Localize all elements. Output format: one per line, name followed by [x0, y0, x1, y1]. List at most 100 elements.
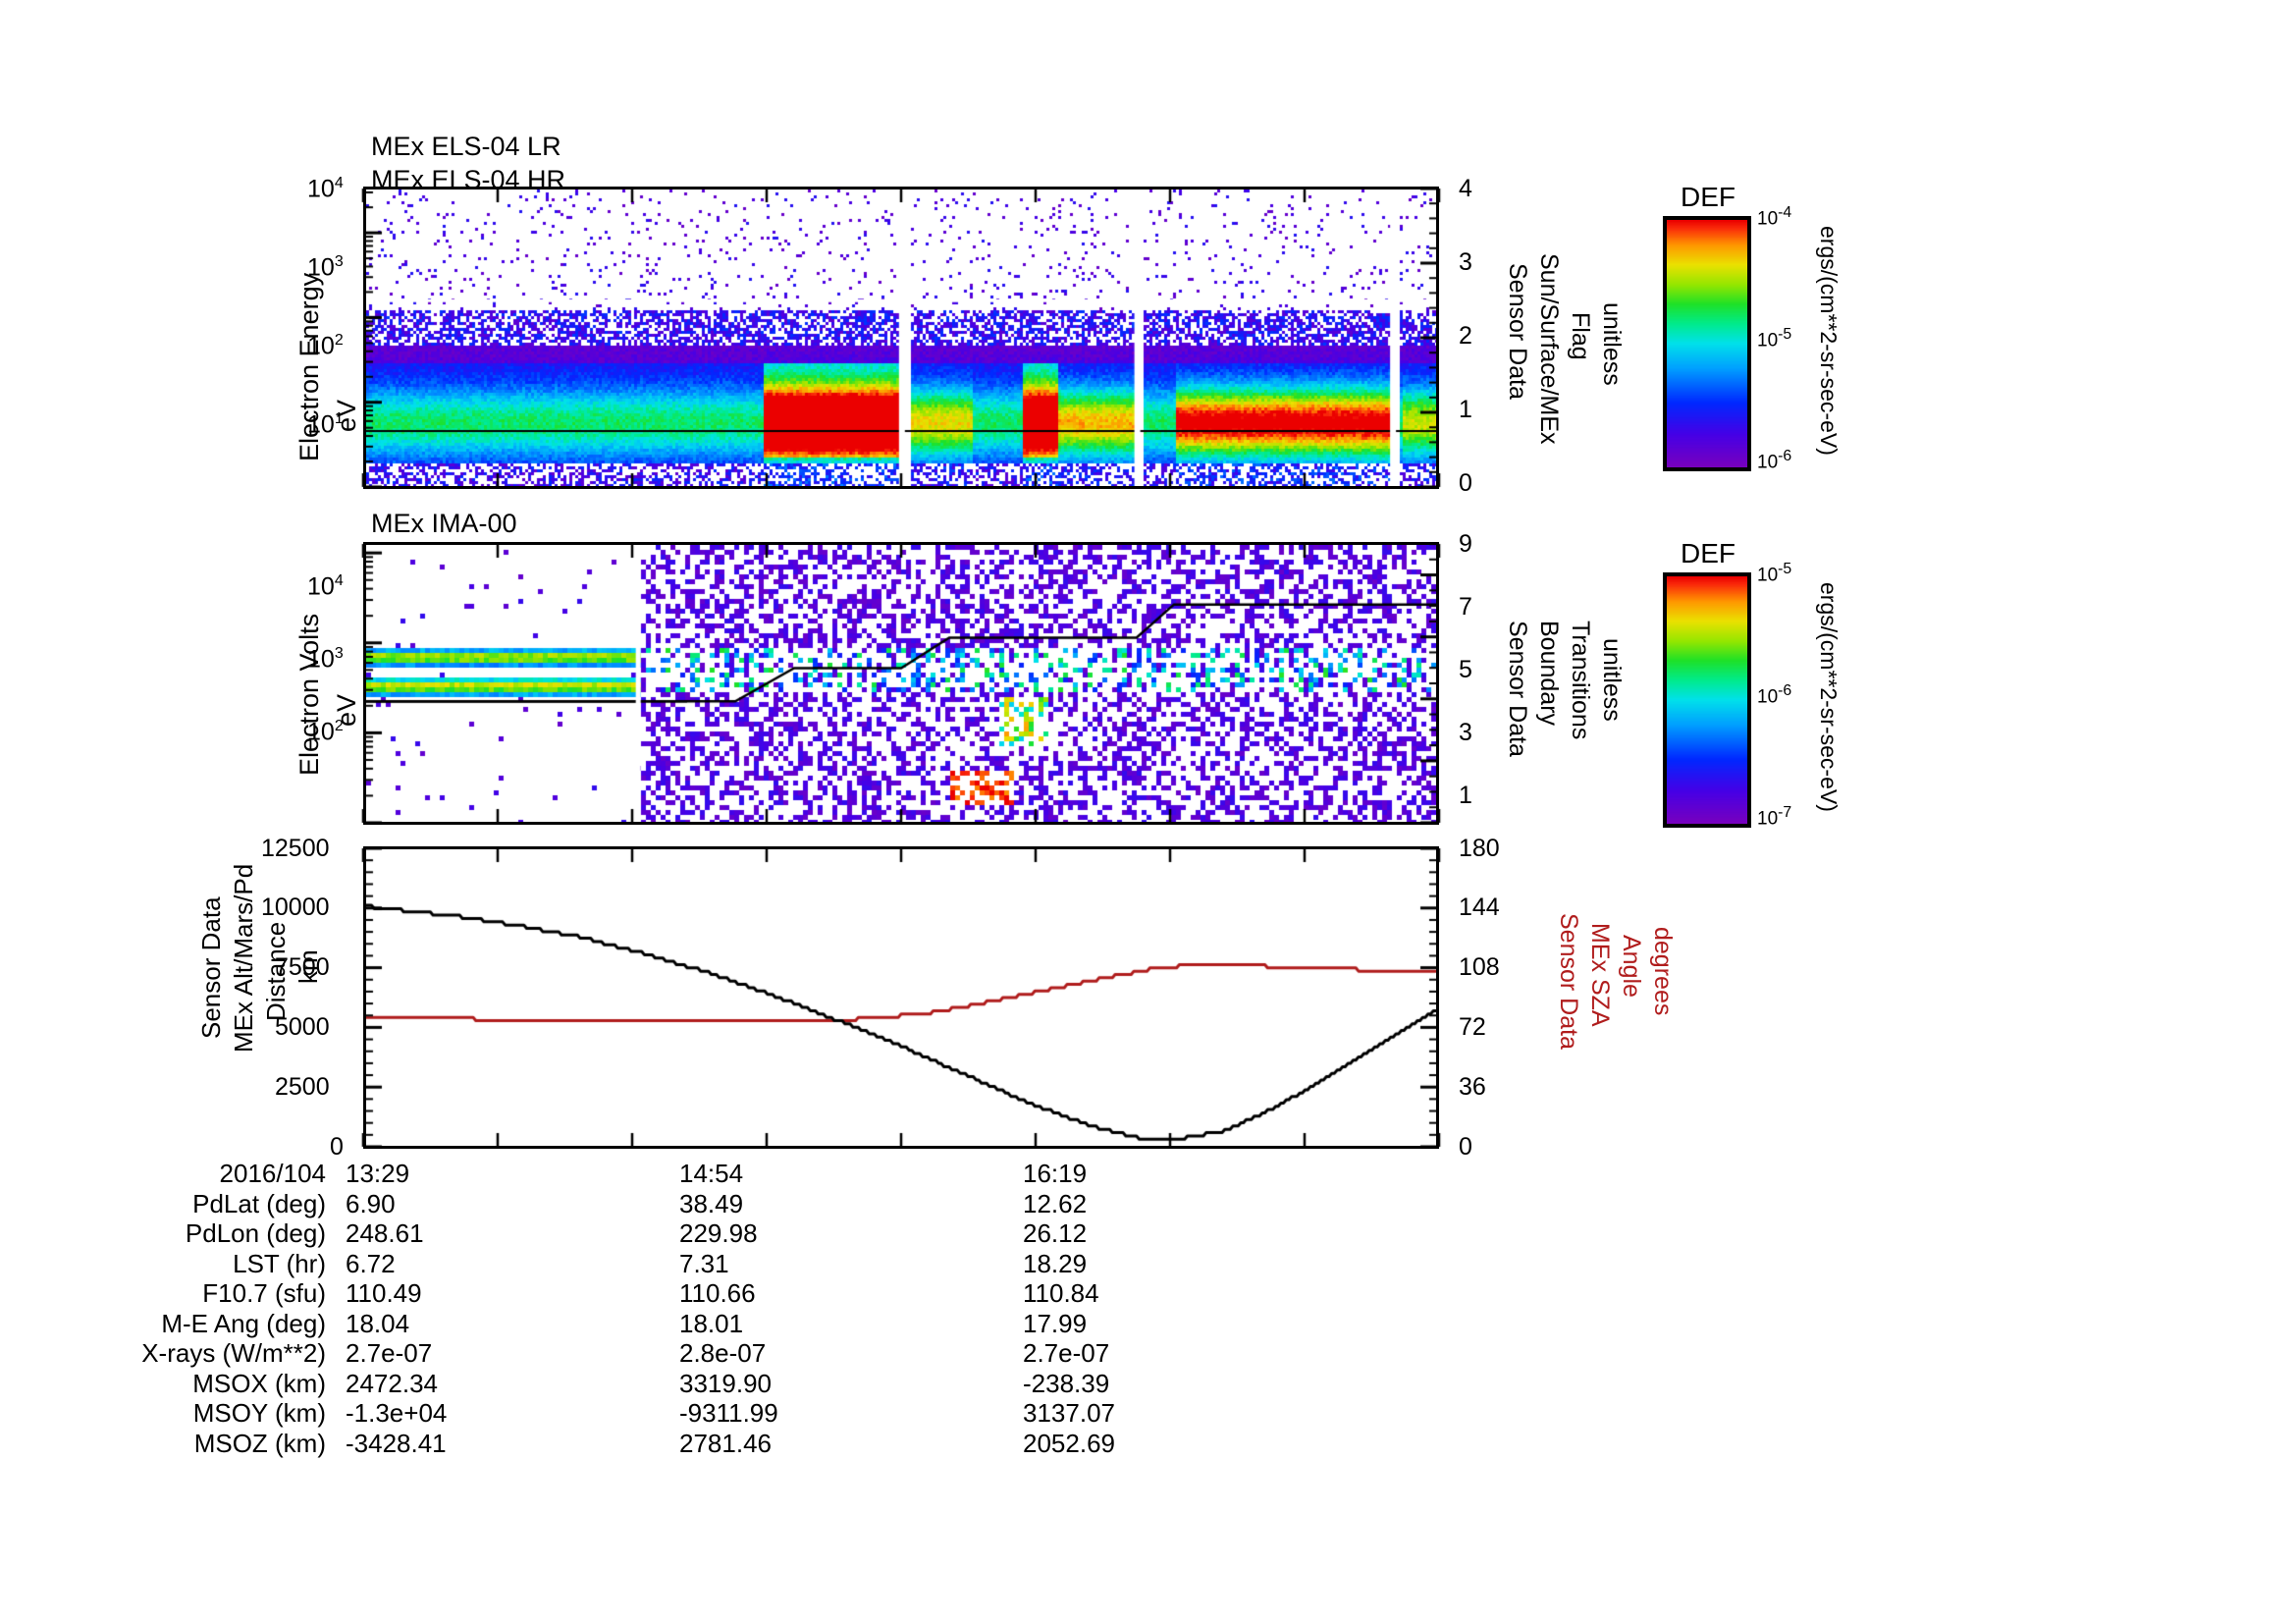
ephemeris-value: 12.62 — [1023, 1188, 1088, 1218]
panel3-rtick-108: 108 — [1459, 953, 1500, 981]
panel2-rtick-9: 9 — [1459, 530, 1472, 558]
colorbar1 — [1663, 216, 1751, 471]
ephemeris-value: -238.39 — [1023, 1368, 1110, 1398]
colorbar2-top-label: 10-5 — [1757, 561, 1792, 586]
colorbar1-units: ergs/(cm**2-sr-sec-eV) — [1816, 226, 1842, 456]
panel1-right-axis-label-2: Sun/Surface/MEx — [1535, 253, 1563, 445]
ephemeris-value: 17.99 — [1023, 1308, 1088, 1338]
panel3-ytick-0: 0 — [330, 1133, 344, 1161]
panel1-title-lr: MEx ELS-04 LR — [371, 132, 561, 161]
ephemeris-value: -3428.41 — [346, 1428, 447, 1458]
ephemeris-row-label: LST (hr) — [233, 1248, 326, 1278]
ephemeris-value: 2781.46 — [679, 1428, 772, 1458]
panel2-title: MEx IMA-00 — [371, 509, 517, 538]
panel1-rtick-3: 3 — [1459, 248, 1472, 276]
ephemeris-row-label: PdLat (deg) — [192, 1188, 326, 1218]
ephemeris-value: 2.8e-07 — [679, 1338, 767, 1368]
panel2-right-axis-label-4: unitless — [1598, 638, 1626, 722]
ephemeris-value: 18.29 — [1023, 1248, 1088, 1278]
ephemeris-value: 38.49 — [679, 1188, 744, 1218]
panel3-ytick-5000: 5000 — [275, 1013, 330, 1041]
panel1-ytick-3: 103 — [307, 253, 344, 282]
ephemeris-row-label: F10.7 (sfu) — [202, 1278, 326, 1308]
panel2-plot-area[interactable] — [363, 542, 1439, 825]
panel3-left-axis-label-1: Sensor Data — [196, 896, 226, 1039]
panel3-rtick-144: 144 — [1459, 893, 1500, 921]
panel2-right-axis-label-1: Sensor Data — [1504, 621, 1531, 757]
colorbar2-units: ergs/(cm**2-sr-sec-eV) — [1816, 582, 1842, 812]
ephemeris-value: 14:54 — [679, 1159, 744, 1188]
ephemeris-value: 3319.90 — [679, 1368, 772, 1398]
ephemeris-value: 6.72 — [346, 1248, 396, 1278]
panel2-right-axis-label-2: Boundary — [1535, 621, 1563, 727]
panel3-right-axis-label-1: Sensor Data — [1555, 913, 1582, 1050]
panel3-rtick-72: 72 — [1459, 1013, 1486, 1041]
panel1-rtick-1: 1 — [1459, 396, 1472, 423]
ephemeris-value: 248.61 — [346, 1218, 424, 1248]
panel2-rtick-1: 1 — [1459, 782, 1472, 809]
panel3-right-axis-label-4: degrees — [1649, 927, 1677, 1016]
panel1-ytick-1: 101 — [307, 410, 344, 439]
panel3-right-axis-label-2: MEx SZA — [1586, 923, 1614, 1027]
ephemeris-value: 26.12 — [1023, 1218, 1088, 1248]
ephemeris-value: 110.66 — [679, 1278, 756, 1308]
panel1-rtick-2: 2 — [1459, 322, 1472, 350]
ephemeris-row-label: MSOZ (km) — [193, 1428, 326, 1458]
ephemeris-value: 2.7e-07 — [1023, 1338, 1110, 1368]
ephemeris-row-label: PdLon (deg) — [185, 1218, 326, 1248]
panel2-rtick-5: 5 — [1459, 656, 1472, 683]
ephemeris-value: 110.49 — [346, 1278, 422, 1308]
panel2-spectrogram — [366, 545, 1436, 822]
ephemeris-value: 3137.07 — [1023, 1398, 1115, 1428]
colorbar1-title: DEF — [1681, 182, 1735, 212]
colorbar2-title: DEF — [1681, 538, 1735, 568]
panel1-spectrogram — [366, 189, 1436, 486]
panel3-ytick-2500: 2500 — [275, 1073, 330, 1101]
ephemeris-row-label: MSOX (km) — [192, 1368, 326, 1398]
panel3-ytick-12500: 12500 — [261, 835, 330, 862]
ephemeris-value: 110.84 — [1023, 1278, 1099, 1308]
panel3-plot-area[interactable] — [363, 846, 1439, 1149]
ephemeris-value: 13:29 — [346, 1159, 410, 1188]
panel2-rtick-7: 7 — [1459, 593, 1472, 621]
ephemeris-value: 7.31 — [679, 1248, 729, 1278]
panel1-rtick-0: 0 — [1459, 469, 1472, 497]
ephemeris-value: 18.01 — [679, 1308, 744, 1338]
colorbar2-bottom-label: 10-7 — [1757, 804, 1792, 830]
colorbar1-top-label: 10-4 — [1757, 204, 1792, 230]
panel2-right-axis-label-3: Transitions — [1567, 621, 1594, 740]
panel3-rtick-36: 36 — [1459, 1073, 1486, 1101]
panel3-ytick-7500: 7500 — [275, 953, 330, 981]
panel1-right-axis-label-4: unitless — [1598, 302, 1626, 386]
panel2-rtick-3: 3 — [1459, 719, 1472, 746]
ephemeris-value: 16:19 — [1023, 1159, 1088, 1188]
ephemeris-row-label: X-rays (W/m**2) — [141, 1338, 326, 1368]
ephemeris-value: 18.04 — [346, 1308, 410, 1338]
panel3-rtick-0: 0 — [1459, 1133, 1472, 1161]
ephemeris-value: -9311.99 — [679, 1398, 778, 1428]
panel1-rtick-4: 4 — [1459, 175, 1472, 202]
ephemeris-value: -1.3e+04 — [346, 1398, 448, 1428]
colorbar2 — [1663, 572, 1751, 828]
colorbar1-bottom-label: 10-6 — [1757, 448, 1792, 473]
panel3-rtick-180: 180 — [1459, 835, 1500, 862]
panel1-ytick-4: 104 — [307, 175, 344, 203]
panel1-right-axis-label-1: Sensor Data — [1504, 263, 1531, 400]
panel1-ytick-2: 102 — [307, 332, 344, 360]
panel2-ytick-2: 102 — [307, 718, 344, 746]
colorbar1-mid-label: 10-5 — [1757, 326, 1792, 352]
panel3-left-axis-label-2: MEx Alt/Mars/Pd — [229, 863, 258, 1053]
panel2-ytick-3: 103 — [307, 645, 344, 674]
panel1-right-axis-label-3: Flag — [1567, 312, 1594, 360]
panel3-right-axis-label-3: Angle — [1618, 935, 1645, 998]
ephemeris-value: 2.7e-07 — [346, 1338, 433, 1368]
colorbar2-mid-label: 10-6 — [1757, 682, 1792, 708]
panel1-plot-area[interactable] — [363, 187, 1439, 489]
ephemeris-value: 6.90 — [346, 1188, 396, 1218]
ephemeris-row-label: MSOY (km) — [192, 1398, 326, 1428]
panel3-ytick-10000: 10000 — [261, 893, 330, 921]
ephemeris-row-label: 2016/104 — [219, 1159, 326, 1188]
panel2-left-axis-label: Electron Volts — [294, 613, 324, 776]
panel2-ytick-4: 104 — [307, 572, 344, 601]
ephemeris-row-label: M-E Ang (deg) — [161, 1308, 326, 1338]
